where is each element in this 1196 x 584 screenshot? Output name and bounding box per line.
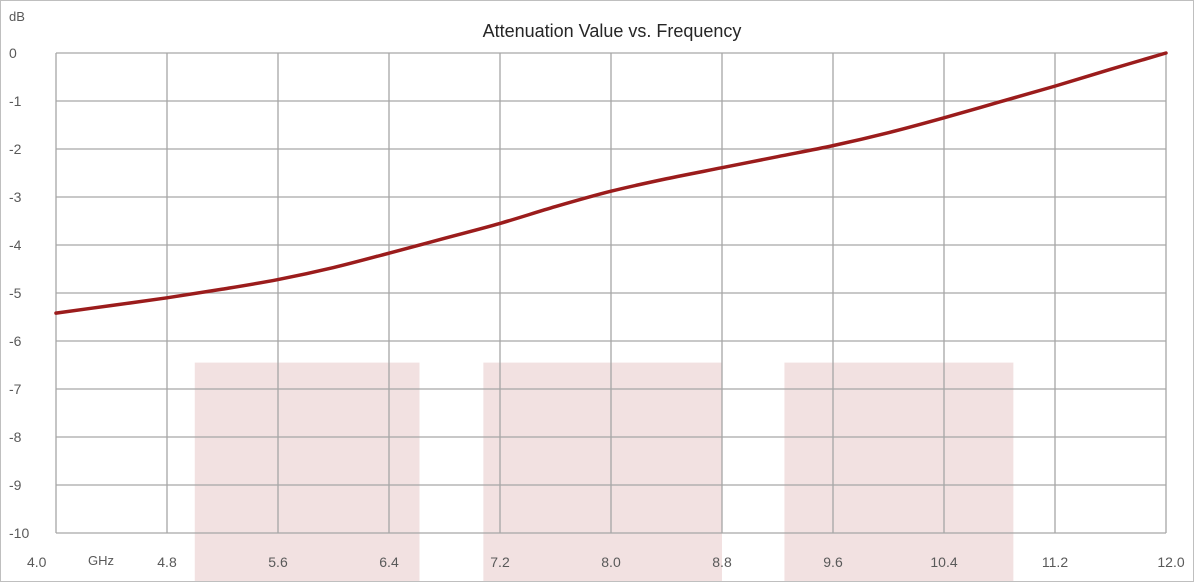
band-2 (483, 362, 722, 581)
band-3 (784, 362, 1014, 581)
x-tick-label: 8.8 (712, 554, 732, 570)
y-tick-label: -10 (9, 525, 29, 541)
grid-lines (55, 52, 1167, 534)
y-tick-label: -2 (9, 141, 22, 157)
y-tick-labels: 0 -1 -2 -3 -4 -5 -6 -7 -8 -9 -10 (9, 45, 29, 541)
x-tick-label: 10.4 (930, 554, 957, 570)
frequency-bands (194, 362, 1014, 581)
y-tick-label: -7 (9, 381, 22, 397)
x-tick-label: 6.4 (379, 554, 399, 570)
x-tick-label: 12.0 (1157, 554, 1184, 570)
x-tick-label: 7.2 (490, 554, 510, 570)
x-tick-label: 9.6 (823, 554, 843, 570)
y-tick-label: -5 (9, 285, 22, 301)
y-tick-label: -4 (9, 237, 22, 253)
y-axis-unit: dB (9, 9, 25, 24)
chart-title: Attenuation Value vs. Frequency (483, 21, 742, 41)
y-tick-label: -8 (9, 429, 22, 445)
band-1 (194, 362, 420, 581)
x-axis-unit: GHz (88, 553, 114, 568)
y-tick-label: -6 (9, 333, 22, 349)
x-tick-label: 4.0 (27, 554, 47, 570)
x-tick-label: 8.0 (601, 554, 621, 570)
y-tick-label: -1 (9, 93, 22, 109)
y-tick-label: -9 (9, 477, 22, 493)
x-tick-labels: 4.0 4.8 5.6 6.4 7.2 8.0 8.8 9.6 10.4 11.2 12.0 (27, 554, 1185, 570)
y-tick-label: 0 (9, 45, 17, 61)
x-tick-label: 5.6 (268, 554, 288, 570)
y-tick-label: -3 (9, 189, 22, 205)
x-tick-label: 4.8 (157, 554, 177, 570)
x-tick-label: 11.2 (1042, 554, 1068, 570)
attenuation-line (54, 51, 1168, 315)
